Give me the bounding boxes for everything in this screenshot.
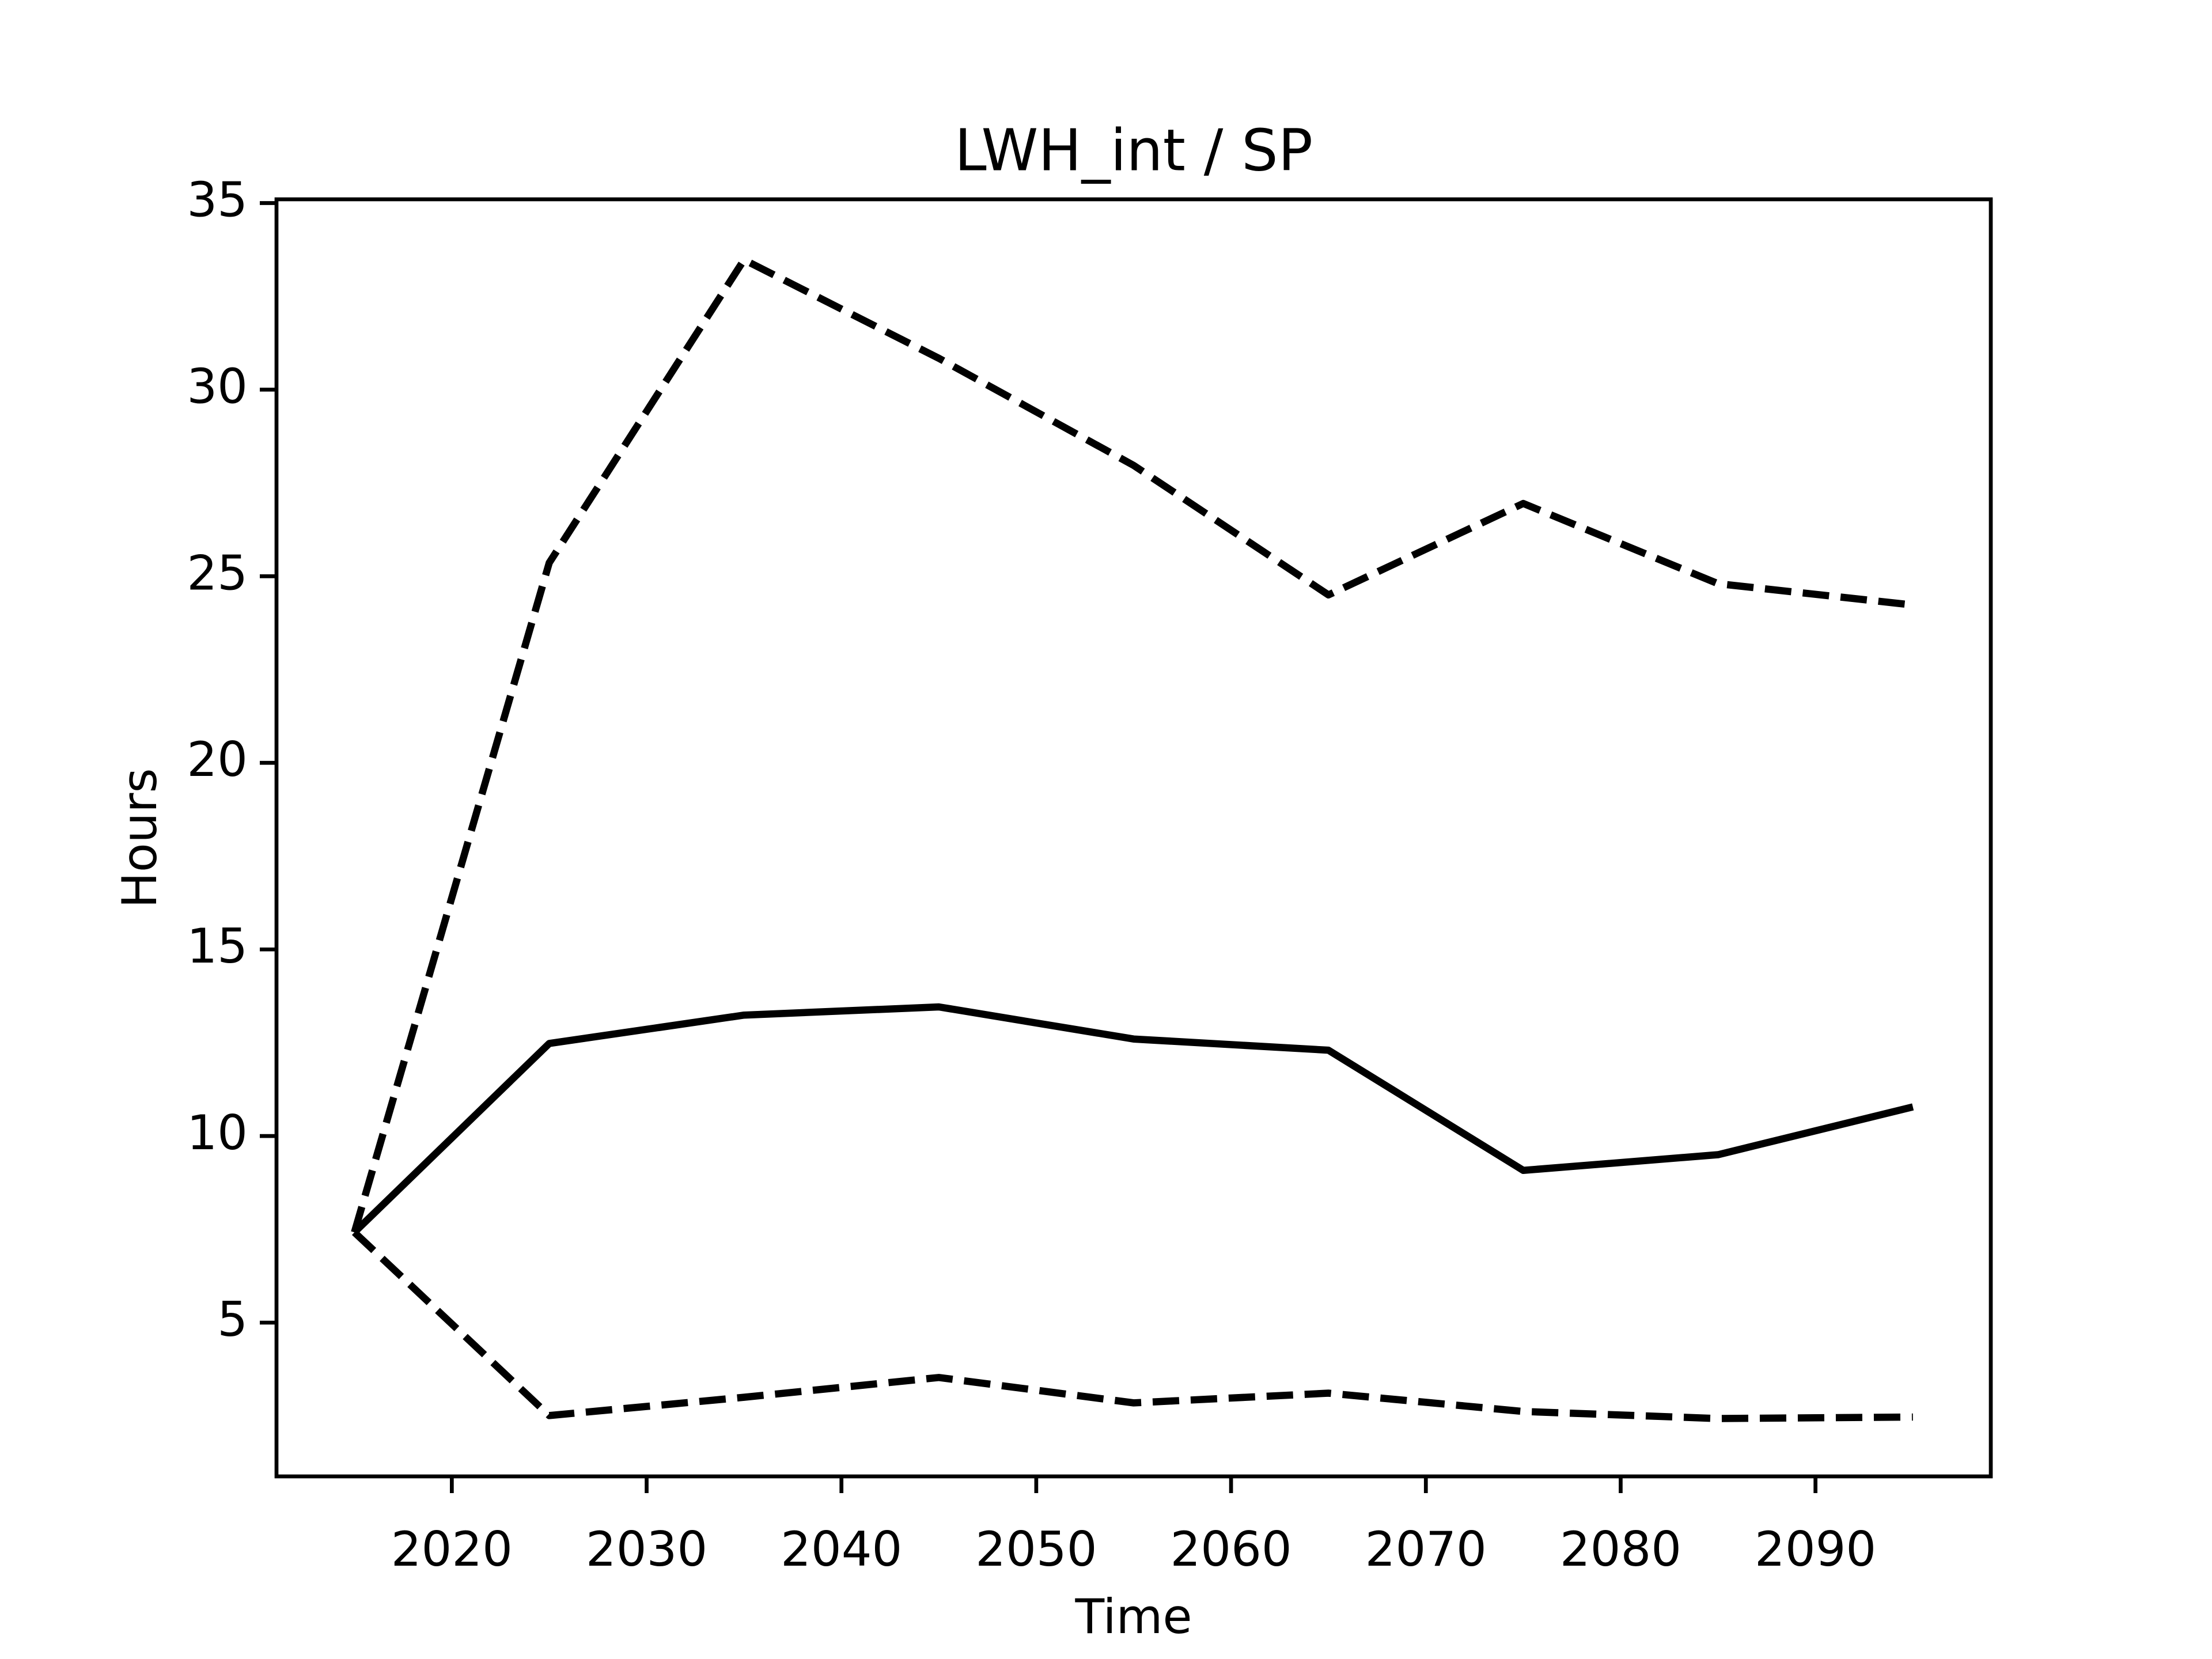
line-series	[351, 256, 1914, 1234]
y-tick-label: 30	[187, 358, 248, 414]
y-tick-label: 35	[187, 172, 248, 228]
x-axis-label: Time	[1074, 1589, 1192, 1645]
line-series	[351, 1003, 1914, 1235]
x-tick-label: 2050	[975, 1521, 1097, 1577]
chart-title: LWH_int / SP	[955, 116, 1313, 184]
y-tick-label: 20	[187, 732, 248, 787]
plot-frame	[274, 197, 1993, 1479]
y-tick-label: 25	[187, 545, 248, 601]
y-tick-label: 10	[187, 1105, 248, 1161]
y-tick-label: 5	[217, 1291, 248, 1347]
y-axis-label: Hours	[112, 768, 168, 908]
x-tick-label: 2080	[1560, 1521, 1681, 1577]
y-tick-label: 15	[187, 918, 248, 974]
x-tick-label: 2070	[1365, 1521, 1487, 1577]
line-series	[351, 1229, 1913, 1422]
x-tick-label: 2060	[1170, 1521, 1291, 1577]
x-tick-label: 2030	[586, 1521, 707, 1577]
x-tick-label: 2090	[1755, 1521, 1876, 1577]
x-tick-label: 2040	[781, 1521, 902, 1577]
x-tick-label: 2020	[391, 1521, 513, 1577]
